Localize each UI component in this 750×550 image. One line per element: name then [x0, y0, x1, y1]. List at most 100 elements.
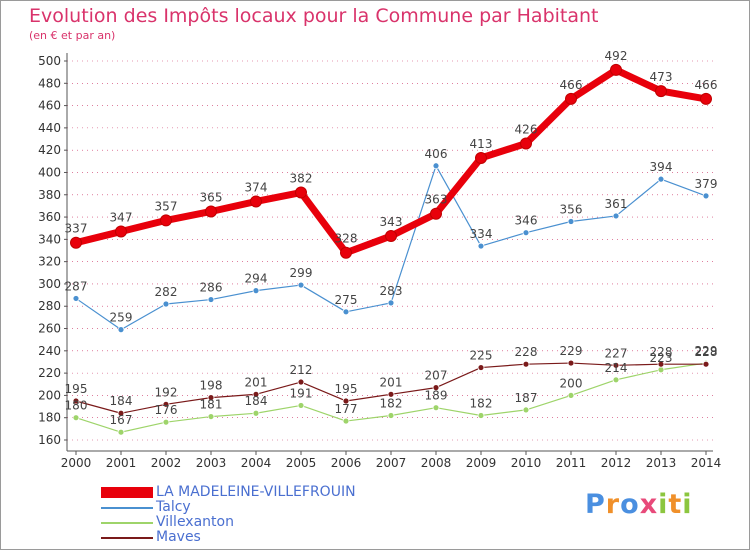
data-label-maves-2013: 228: [650, 345, 673, 359]
point-villexanton-2002: [162, 418, 170, 426]
y-tick-label-420: 420: [38, 143, 61, 157]
data-label-villexanton-2005: 191: [290, 386, 313, 400]
y-tick-label-460: 460: [38, 99, 61, 113]
data-label-villexanton-2002: 176: [155, 403, 178, 417]
data-label-la-madeleine-villefrouin-2003: 365: [200, 190, 223, 204]
data-label-la-madeleine-villefrouin-2006: 328: [335, 232, 358, 246]
x-tick-label-2006: 2006: [331, 456, 362, 470]
x-tick-label-2008: 2008: [421, 456, 452, 470]
x-tick-label-2009: 2009: [466, 456, 497, 470]
point-talcy-2014: [702, 192, 710, 200]
y-tick-label-320: 320: [38, 255, 61, 269]
point-talcy-2011: [567, 218, 575, 225]
legend-item-talcy: Talcy: [101, 500, 356, 515]
data-label-la-madeleine-villefrouin-2013: 473: [650, 70, 673, 84]
y-tick-label-220: 220: [38, 366, 61, 380]
y-tick-label-260: 260: [38, 322, 61, 336]
data-label-talcy-2011: 356: [560, 203, 583, 217]
data-label-maves-2008: 207: [425, 369, 448, 383]
y-tick-label-380: 380: [38, 188, 61, 202]
legend-item-maves: Maves: [101, 530, 356, 545]
legend-label-la-madeleine-villefrouin: LA MADELEINE-VILLEFROUIN: [156, 484, 356, 500]
data-label-maves-2002: 192: [155, 385, 178, 399]
point-villexanton-2008: [432, 404, 440, 412]
data-label-villexanton-2007: 182: [380, 396, 403, 410]
point-la-madeleine-villefrouin-2008: [430, 207, 442, 220]
data-label-la-madeleine-villefrouin-2007: 343: [380, 215, 403, 229]
point-la-madeleine-villefrouin-2007: [385, 230, 397, 243]
data-label-talcy-2008: 406: [425, 147, 448, 161]
data-label-la-madeleine-villefrouin-2005: 382: [290, 172, 313, 186]
y-tick-label-400: 400: [38, 165, 61, 179]
x-tick-label-2000: 2000: [61, 456, 92, 470]
y-tick-label-300: 300: [38, 277, 61, 291]
point-talcy-2001: [117, 326, 125, 334]
data-label-talcy-2009: 334: [470, 227, 493, 241]
x-tick-label-2002: 2002: [151, 456, 182, 470]
data-label-maves-2005: 212: [290, 363, 313, 377]
point-la-madeleine-villefrouin-2006: [340, 246, 352, 259]
data-label-la-madeleine-villefrouin-2009: 413: [470, 137, 493, 151]
y-tick-label-440: 440: [38, 121, 61, 135]
x-tick-label-2007: 2007: [376, 456, 407, 470]
x-tick-label-2011: 2011: [556, 456, 587, 470]
legend-swatch-maves: [101, 537, 153, 539]
point-la-madeleine-villefrouin-2003: [205, 205, 217, 218]
data-label-villexanton-2006: 177: [335, 402, 358, 416]
data-label-talcy-2013: 394: [650, 160, 673, 174]
point-la-madeleine-villefrouin-2014: [700, 92, 712, 105]
data-label-talcy-2003: 286: [200, 281, 223, 295]
data-label-villexanton-2013: 223: [650, 351, 673, 365]
data-label-la-madeleine-villefrouin-2004: 374: [245, 180, 268, 194]
data-label-la-madeleine-villefrouin-2010: 426: [515, 122, 538, 136]
point-la-madeleine-villefrouin-2001: [115, 225, 127, 238]
legend-label-maves: Maves: [156, 529, 201, 545]
point-talcy-2004: [252, 287, 260, 295]
data-label-maves-2011: 229: [560, 344, 583, 358]
legend-swatch-talcy: [101, 507, 153, 509]
legend-swatch-villexanton: [101, 522, 153, 524]
data-label-la-madeleine-villefrouin-2000: 337: [65, 222, 88, 236]
data-label-maves-2001: 184: [110, 394, 133, 408]
y-tick-label-280: 280: [38, 299, 61, 313]
data-label-maves-2012: 227: [605, 346, 628, 360]
data-label-villexanton-2009: 182: [470, 396, 493, 410]
data-label-maves-2009: 225: [470, 349, 493, 363]
point-villexanton-2000: [72, 414, 80, 422]
point-maves-2003: [207, 394, 215, 402]
point-talcy-2006: [342, 308, 350, 316]
point-maves-2010: [522, 360, 530, 368]
chart-legend: LA MADELEINE-VILLEFROUIN Talcy Villexant…: [101, 485, 356, 545]
data-label-talcy-2005: 299: [290, 266, 313, 280]
point-talcy-2009: [477, 242, 485, 250]
legend-swatch-la-madeleine-villefrouin: [101, 487, 153, 498]
data-label-talcy-2010: 346: [515, 214, 538, 228]
point-la-madeleine-villefrouin-2013: [655, 85, 667, 98]
proxiti-logo: Proxiti: [585, 489, 693, 520]
data-label-villexanton-2004: 184: [245, 394, 268, 408]
point-talcy-2008: [432, 162, 440, 170]
point-villexanton-2004: [252, 409, 260, 417]
point-la-madeleine-villefrouin-2010: [520, 137, 532, 150]
data-label-villexanton-2014: 229: [695, 344, 718, 358]
point-talcy-2002: [162, 300, 170, 308]
point-villexanton-2013: [657, 366, 665, 374]
data-label-villexanton-2003: 181: [200, 398, 223, 412]
point-maves-2006: [342, 397, 350, 405]
data-label-maves-2000: 195: [65, 382, 88, 396]
point-maves-2005: [297, 378, 305, 386]
point-talcy-2000: [72, 295, 80, 302]
x-tick-label-2005: 2005: [286, 456, 317, 470]
y-tick-label-340: 340: [38, 232, 61, 246]
point-la-madeleine-villefrouin-2000: [70, 236, 82, 249]
legend-label-talcy: Talcy: [156, 499, 191, 515]
y-tick-label-200: 200: [38, 388, 61, 402]
data-label-maves-2010: 228: [515, 345, 538, 359]
point-talcy-2005: [297, 281, 305, 289]
data-label-maves-2003: 198: [200, 379, 223, 393]
data-label-talcy-2014: 379: [695, 177, 718, 191]
legend-item-la-madeleine-villefrouin: LA MADELEINE-VILLEFROUIN: [101, 485, 356, 500]
point-la-madeleine-villefrouin-2004: [250, 195, 262, 208]
